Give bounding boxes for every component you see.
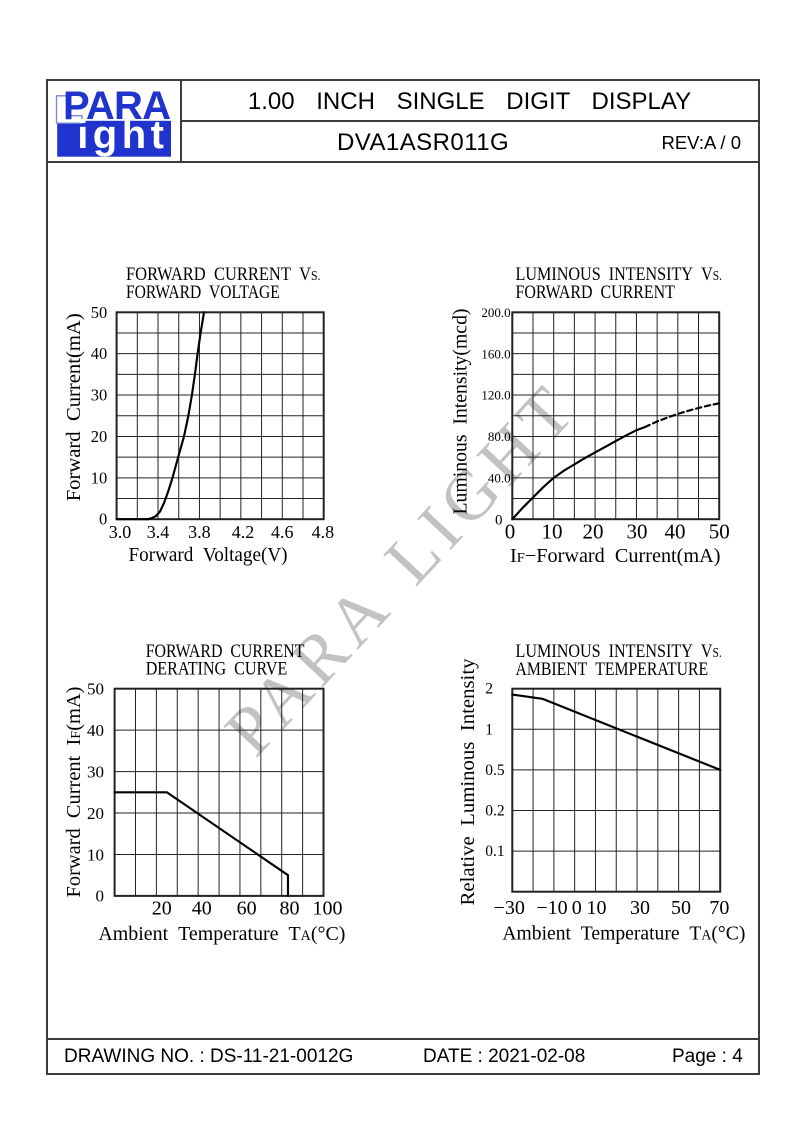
svg-text:30: 30 — [87, 762, 104, 781]
svg-text:160.0: 160.0 — [481, 346, 510, 361]
svg-text:3.8: 3.8 — [188, 522, 211, 542]
svg-text:Ambient Temperature TA(°C): Ambient Temperature TA(°C) — [502, 923, 745, 945]
svg-text:200.0: 200.0 — [481, 305, 510, 320]
svg-text:10: 10 — [542, 520, 563, 544]
svg-text:−30: −30 — [494, 897, 525, 919]
svg-text:DERATING CURVE: DERATING CURVE — [146, 659, 288, 680]
svg-text:40: 40 — [87, 721, 104, 740]
svg-text:0.1: 0.1 — [485, 843, 504, 860]
svg-text:Forward Current(mA): Forward Current(mA) — [63, 313, 85, 501]
svg-text:LUMINOUS INTENSITY VS.: LUMINOUS INTENSITY VS. — [516, 264, 723, 285]
svg-text:3.0: 3.0 — [109, 522, 132, 542]
svg-text:FORWARD CURRENT: FORWARD CURRENT — [146, 641, 305, 662]
svg-text:60: 60 — [237, 898, 257, 920]
svg-text:FORWARD VOLTAGE: FORWARD VOLTAGE — [126, 282, 280, 303]
svg-text:4.6: 4.6 — [271, 522, 294, 542]
svg-text:30: 30 — [627, 520, 648, 544]
svg-text:40: 40 — [665, 520, 686, 544]
svg-text:0.2: 0.2 — [485, 803, 504, 820]
svg-text:50: 50 — [709, 520, 730, 544]
svg-text:70: 70 — [709, 897, 729, 919]
svg-text:20: 20 — [91, 427, 108, 446]
svg-text:LUMINOUS INTENSITY VS.: LUMINOUS INTENSITY VS. — [516, 641, 722, 662]
svg-text:0: 0 — [96, 887, 105, 906]
svg-text:Forward Voltage(V): Forward Voltage(V) — [129, 545, 288, 566]
svg-text:40: 40 — [192, 898, 212, 920]
svg-text:50: 50 — [87, 680, 104, 699]
svg-text:ight: ight — [77, 113, 168, 157]
svg-text:0: 0 — [495, 513, 503, 529]
svg-text:10: 10 — [91, 468, 108, 487]
svg-text:0: 0 — [572, 897, 582, 919]
svg-text:IF−Forward Current(mA): IF−Forward Current(mA) — [510, 546, 721, 567]
svg-text:40.0: 40.0 — [488, 470, 511, 485]
svg-text:Ambient Temperature TA(°C): Ambient Temperature TA(°C) — [98, 923, 345, 945]
svg-text:Luminous Intensity(mcd): Luminous Intensity(mcd) — [450, 309, 472, 515]
svg-text:3.4: 3.4 — [147, 522, 170, 542]
svg-text:80: 80 — [280, 898, 300, 920]
svg-text:50: 50 — [91, 303, 108, 322]
svg-text:4.8: 4.8 — [312, 522, 335, 542]
svg-text:40: 40 — [91, 344, 108, 363]
svg-text:Forward Current IF(mA): Forward Current IF(mA) — [63, 687, 85, 898]
svg-text:30: 30 — [630, 897, 650, 919]
svg-text:20: 20 — [152, 898, 172, 920]
svg-text:0: 0 — [505, 520, 516, 544]
svg-text:20: 20 — [87, 804, 104, 823]
svg-text:4.2: 4.2 — [232, 522, 255, 542]
svg-text:0.5: 0.5 — [485, 762, 505, 779]
svg-text:Relative Luminous Intensity: Relative Luminous Intensity — [457, 659, 479, 906]
svg-text:FORWARD CURRENT: FORWARD CURRENT — [516, 282, 676, 303]
svg-text:PARA: PARA — [63, 84, 170, 128]
svg-text:1: 1 — [485, 721, 493, 738]
svg-text:2: 2 — [485, 681, 493, 698]
svg-text:AMBIENT TEMPERATURE: AMBIENT TEMPERATURE — [516, 659, 709, 680]
svg-text:20: 20 — [583, 520, 604, 544]
svg-text:80.0: 80.0 — [488, 429, 511, 444]
svg-text:0: 0 — [99, 510, 107, 529]
svg-text:FORWARD CURRENT VS.: FORWARD CURRENT VS. — [126, 264, 321, 285]
svg-text:30: 30 — [91, 386, 108, 405]
svg-text:120.0: 120.0 — [481, 388, 510, 403]
svg-text:10: 10 — [87, 845, 104, 864]
svg-text:100: 100 — [313, 898, 343, 920]
svg-text:50: 50 — [671, 897, 691, 919]
svg-text:−10: −10 — [536, 897, 567, 919]
svg-text:10: 10 — [587, 897, 607, 919]
